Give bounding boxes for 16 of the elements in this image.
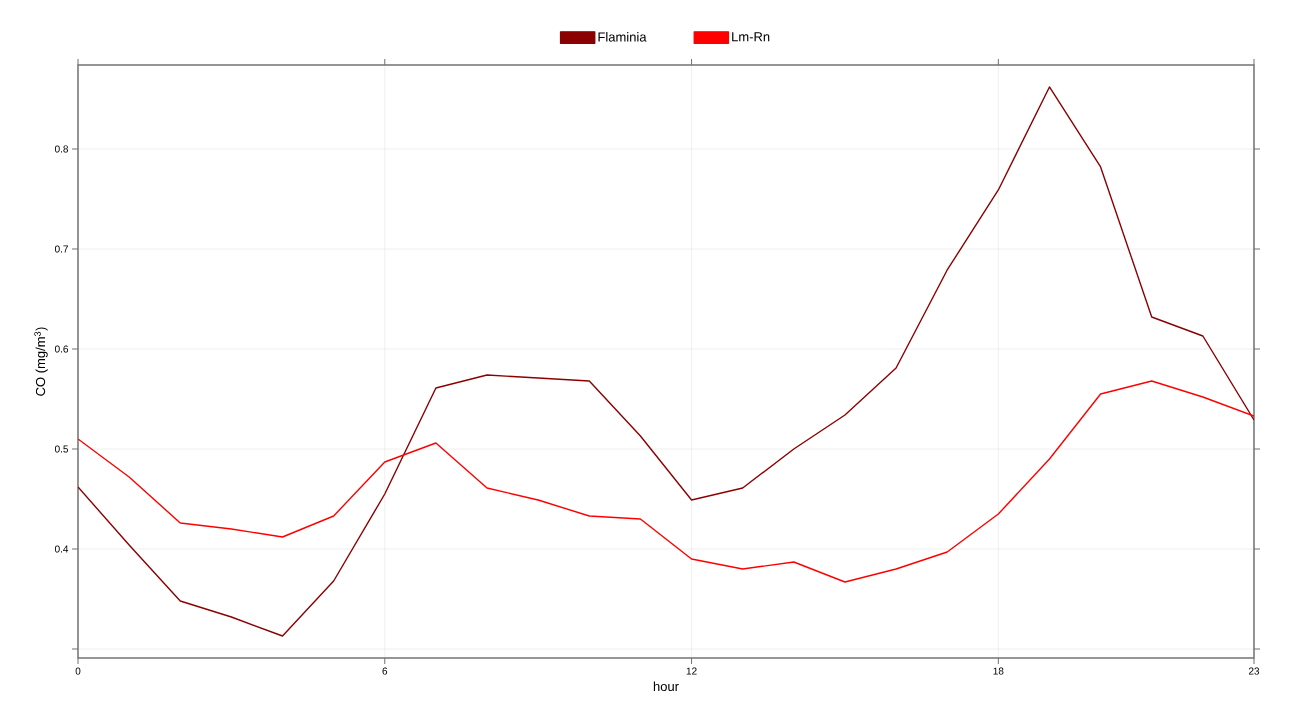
y-tick-label: 0.6 bbox=[54, 345, 69, 353]
x-tick-label: 0 bbox=[75, 667, 81, 675]
y-axis-title: CO (mg/m$^{3}$) bbox=[34, 327, 48, 396]
x-tick-label: 12 bbox=[686, 667, 697, 675]
legend-label: Flaminia bbox=[598, 32, 647, 42]
line-series bbox=[78, 86, 1254, 637]
line-series bbox=[78, 380, 1254, 583]
y-tick-label: 0.7 bbox=[54, 245, 68, 253]
y-tick-label: 0.5 bbox=[54, 445, 69, 453]
y-tick-label: 0.8 bbox=[54, 145, 69, 153]
legend-label: Lm-Rn bbox=[732, 32, 770, 42]
x-tick-label: 23 bbox=[1248, 667, 1260, 675]
x-tick-label: 18 bbox=[993, 667, 1004, 675]
y-tick-label: 0.4 bbox=[54, 545, 69, 553]
x-tick-label: 6 bbox=[382, 667, 388, 675]
x-axis-title: hour bbox=[653, 681, 679, 692]
